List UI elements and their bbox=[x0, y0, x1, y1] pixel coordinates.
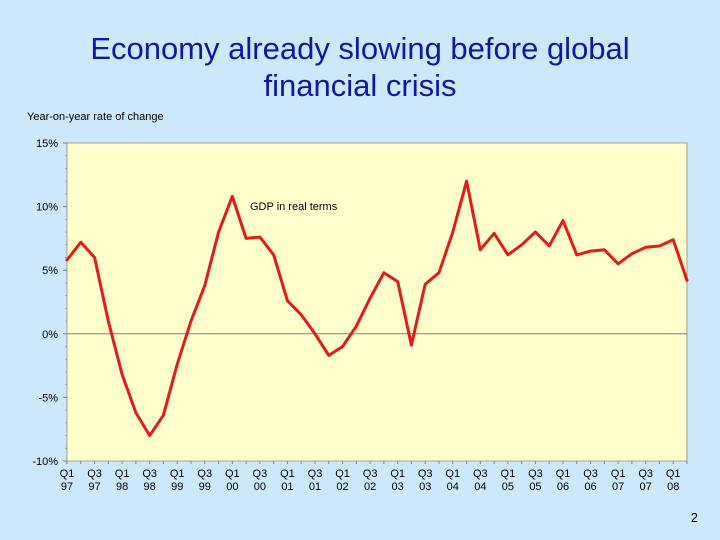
x-tick-label: Q1 02 bbox=[335, 468, 350, 493]
x-tick-label: Q1 04 bbox=[445, 468, 460, 493]
x-tick-label: Q1 03 bbox=[390, 468, 405, 493]
x-tick-label: Q1 97 bbox=[60, 468, 75, 493]
x-tick-label: Q3 05 bbox=[528, 468, 543, 493]
x-tick-label: Q1 00 bbox=[225, 468, 240, 493]
slide-title-line-1: Economy already slowing before global bbox=[90, 31, 630, 66]
y-tick-label: 0% bbox=[42, 329, 58, 341]
x-tick-label: Q1 98 bbox=[115, 468, 130, 493]
x-tick-label: Q3 04 bbox=[473, 468, 488, 493]
x-tick-label: Q1 07 bbox=[611, 468, 626, 493]
y-tick-label: 15% bbox=[36, 138, 58, 150]
x-tick-label: Q3 07 bbox=[638, 468, 653, 493]
x-tick-label: Q3 99 bbox=[197, 468, 212, 493]
x-tick-label: Q3 00 bbox=[253, 468, 268, 493]
slide-title-line-2: financial crisis bbox=[263, 68, 457, 103]
x-tick-label: Q3 06 bbox=[583, 468, 598, 493]
x-tick-label: Q3 98 bbox=[142, 468, 157, 493]
y-axis-ticks: 15% 10% 5% 0% -5% -10% bbox=[32, 138, 67, 468]
x-axis-ticks: Q1 97 Q3 97 Q1 98 Q3 98 Q1 99 Q3 99 Q1 00 Q3 00 Q1 01 Q3 01… bbox=[60, 461, 688, 493]
x-tick-label: Q3 02 bbox=[363, 468, 378, 493]
series-annotation: GDP in real terms bbox=[250, 201, 338, 213]
gdp-series-line bbox=[65, 179, 689, 438]
y-tick-label: -10% bbox=[32, 456, 58, 468]
x-tick-label: Q3 97 bbox=[87, 468, 102, 493]
x-tick-label: Q1 06 bbox=[556, 468, 571, 493]
x-tick-label: Q1 01 bbox=[280, 468, 295, 493]
y-tick-label: 5% bbox=[42, 265, 58, 277]
x-tick-label: Q1 99 bbox=[170, 468, 185, 493]
x-tick-label: Q1 05 bbox=[501, 468, 516, 493]
page-number: 2 bbox=[690, 510, 698, 525]
y-tick-label: -5% bbox=[38, 392, 58, 404]
x-tick-label: Q3 03 bbox=[418, 468, 433, 493]
x-tick-label: Q1 08 bbox=[666, 468, 681, 493]
y-axis-title: Year-on-year rate of change bbox=[27, 111, 164, 123]
slide-title: Economy already slowing before global fi… bbox=[0, 30, 720, 104]
y-tick-label: 10% bbox=[36, 202, 58, 214]
x-tick-label: Q3 01 bbox=[308, 468, 323, 493]
plot-area bbox=[66, 142, 688, 462]
